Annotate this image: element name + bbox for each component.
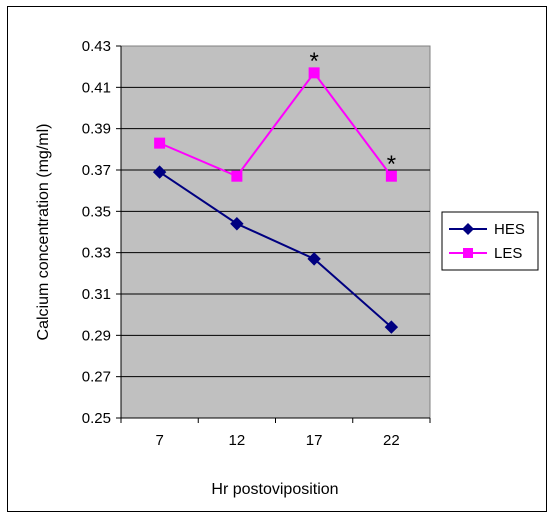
x-tick-label: 7	[155, 432, 163, 449]
y-tick-label: 0.39	[82, 121, 111, 138]
y-tick-label: 0.37	[82, 162, 111, 179]
x-axis-label: Hr postoviposition	[211, 481, 338, 498]
data-point-les	[231, 170, 243, 182]
legend-marker-hes	[462, 223, 474, 235]
x-tick-label: 17	[306, 432, 323, 449]
data-point-les	[385, 170, 397, 182]
legend: HES LES	[441, 211, 539, 271]
legend-marker-les	[463, 248, 473, 258]
series-line-hes	[159, 171, 393, 328]
legend-label-les: LES	[494, 245, 522, 262]
data-point-hes	[230, 217, 244, 231]
x-tick-label: 12	[229, 432, 246, 449]
x-tick-label: 22	[383, 432, 400, 449]
y-tick-label: 0.27	[82, 369, 111, 386]
y-tick-label: 0.43	[82, 38, 111, 55]
y-tick-label: 0.31	[82, 286, 111, 303]
significance-asterisk: *	[387, 151, 396, 178]
legend-box	[441, 211, 539, 271]
y-tick-label: 0.29	[82, 327, 111, 344]
y-tick-label: 0.25	[82, 410, 111, 427]
y-axis-label: Calcium concentration (mg/ml)	[35, 124, 52, 341]
data-point-hes	[384, 320, 399, 334]
legend-label-hes: HES	[494, 221, 525, 238]
significance-asterisk: *	[309, 48, 318, 75]
data-point-les	[308, 67, 320, 79]
data-point-hes	[307, 252, 321, 266]
data-point-hes	[152, 165, 167, 179]
data-point-les	[154, 137, 166, 149]
series-line-les	[159, 71, 393, 178]
y-tick-label: 0.41	[82, 79, 111, 96]
y-tick-label: 0.35	[82, 203, 111, 220]
y-tick-label: 0.33	[82, 245, 111, 262]
plot-area	[120, 45, 431, 419]
